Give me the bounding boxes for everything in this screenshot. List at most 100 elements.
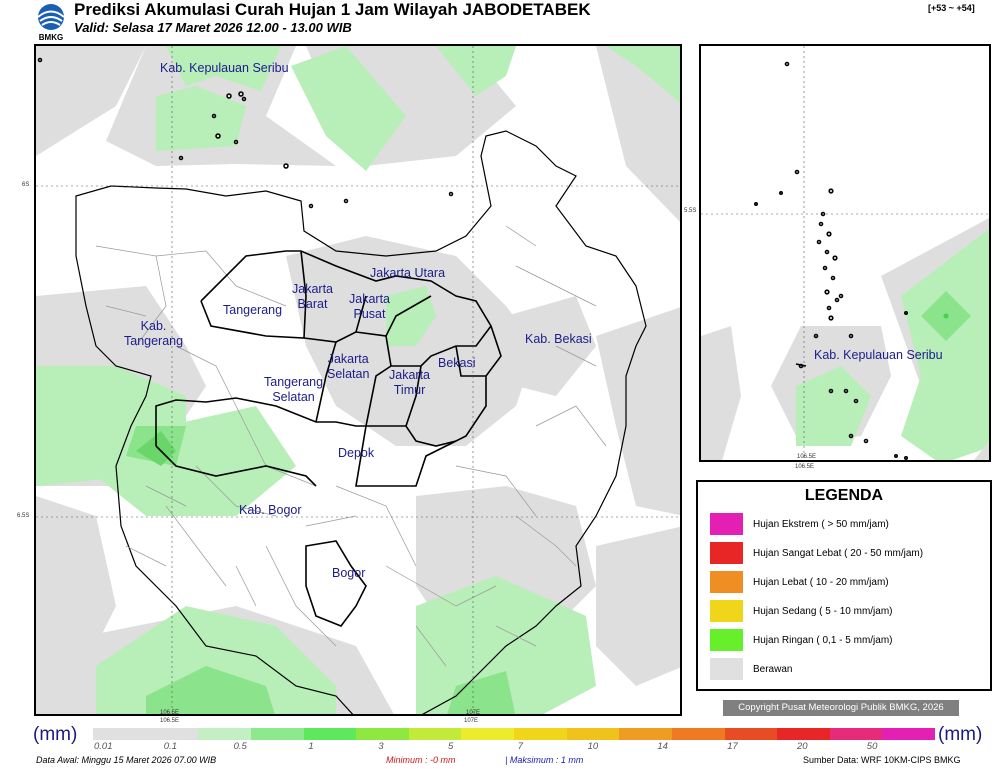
- rain-area: [136, 431, 176, 466]
- legend-swatch: [710, 658, 743, 680]
- lat-label-outer: 6.5S: [17, 513, 30, 519]
- scale-color-step: [514, 728, 567, 740]
- scale-tick-label: 7: [517, 741, 524, 752]
- scale-color-step: [303, 728, 357, 740]
- legend-label: Hujan Ringan ( 0,1 - 5 mm/jam): [753, 634, 893, 646]
- scale-color-step: [724, 728, 778, 740]
- inset-canvas: [701, 46, 989, 460]
- label-kab-bogor: Kab. Bogor: [239, 503, 302, 517]
- legend-item-sangat-lebat: Hujan Sangat Lebat ( 20 - 50 mm/jam): [710, 542, 923, 564]
- scale-color-step: [145, 728, 199, 740]
- scale-color-step: [619, 728, 672, 740]
- bogor-city-border: [305, 540, 367, 627]
- light-rain-area: [436, 46, 516, 96]
- label-tangerang: Tangerang: [223, 303, 283, 317]
- data-awal: Data Awal: Minggu 15 Maret 2026 07.00 WI…: [36, 755, 217, 765]
- label-kab-bekasi: Kab. Bekasi: [525, 332, 592, 346]
- legend-swatch: [710, 571, 743, 593]
- scale-tick-label: 17: [727, 741, 738, 752]
- lon-label: 107E: [466, 710, 481, 716]
- legend-label: Hujan Lebat ( 10 - 20 mm/jam): [753, 576, 889, 588]
- light-rain-area: [901, 229, 989, 460]
- copyright: Copyright Pusat Meteorologi Publik BMKG,…: [723, 700, 959, 716]
- light-rain-area: [156, 86, 246, 151]
- scale-tick-label: 3: [378, 741, 384, 752]
- scale-color-step: [777, 728, 830, 740]
- valid-time: Valid: Selasa 17 Maret 2026 12.00 - 13.0…: [74, 20, 352, 35]
- cloud-area: [596, 307, 680, 516]
- label-jakarta-pusat: Jakarta Pusat: [349, 292, 390, 321]
- minimum-value: Minimum : -0 mm: [386, 755, 456, 765]
- light-rain-area: [166, 46, 281, 91]
- scale-color-step: [461, 728, 514, 740]
- legend-label: Hujan Sedang ( 5 - 10 mm/jam): [753, 605, 893, 617]
- light-rain-area: [796, 366, 871, 446]
- cloud-area: [596, 46, 680, 222]
- kab-border: [155, 445, 317, 487]
- islands: [37, 57, 454, 209]
- inset-lat-label-outer: 5.5S: [684, 208, 697, 214]
- coastline: [75, 130, 647, 714]
- rain-area: [447, 671, 516, 714]
- lon-label-outer: 106.5E: [160, 718, 180, 724]
- city-borders: [200, 250, 492, 487]
- label-bogor: Bogor: [332, 566, 366, 580]
- legend-swatch: [710, 513, 743, 535]
- scale-tick-label: 0.5: [233, 741, 247, 752]
- scale-tick-label: 14: [657, 741, 668, 752]
- main-map: Kab. Kepulauan Seribu Jakarta Utara Jaka…: [34, 44, 682, 716]
- legend-label: Hujan Ekstrem ( > 50 mm/jam): [753, 518, 889, 530]
- scale-tick-label: 5: [448, 741, 454, 752]
- svg-text:BMKG: BMKG: [39, 33, 63, 42]
- scale-color-step: [882, 728, 935, 740]
- scale-tick-label: 1: [308, 741, 314, 752]
- scale-tick-label: 50: [866, 741, 878, 752]
- scale-color-step: [250, 728, 304, 740]
- bmkg-logo: BMKG: [37, 4, 65, 42]
- legend-item-sedang: Hujan Sedang ( 5 - 10 mm/jam): [710, 600, 893, 622]
- label-kab-tangerang: Kab. Tangerang: [124, 319, 184, 348]
- inset-lon-label-outer: 106.5E: [795, 464, 815, 470]
- cloud-area: [701, 326, 741, 460]
- cloud-area: [506, 296, 596, 396]
- label-bekasi: Bekasi: [438, 356, 476, 370]
- scale-color-step: [198, 728, 251, 740]
- scale-color-step: [408, 728, 462, 740]
- scale-color-step: [671, 728, 725, 740]
- label-depok: Depok: [338, 446, 375, 460]
- label-jakarta-utara: Jakarta Utara: [370, 266, 446, 280]
- legend-swatch: [710, 629, 743, 651]
- scale-unit-left: (mm): [33, 724, 78, 745]
- scale-tick-label: 0.01: [94, 741, 113, 752]
- scale-color-step: [356, 728, 409, 740]
- inset-map: Kab. Kepulauan Seribu 5.5S 106.5E: [699, 44, 991, 462]
- label-jakarta-barat: Jakarta Barat: [292, 282, 333, 311]
- color-scale: [93, 728, 935, 740]
- legend: LEGENDA Hujan Ekstrem ( > 50 mm/jam) Huj…: [696, 480, 992, 691]
- label-kab-kepulauan-seribu: Kab. Kepulauan Seribu: [160, 61, 289, 75]
- legend-swatch: [710, 600, 743, 622]
- scale-unit-right: (mm): [938, 724, 983, 745]
- scale-color-step: [93, 728, 146, 740]
- legend-label: Berawan: [753, 663, 793, 675]
- lon-label: 106.5E: [797, 454, 817, 460]
- legend-item-lebat: Hujan Lebat ( 10 - 20 mm/jam): [710, 571, 889, 593]
- scale-color-step: [829, 728, 883, 740]
- page-title: Prediksi Akumulasi Curah Hujan 1 Jam Wil…: [74, 0, 591, 19]
- rain-area: [146, 666, 275, 714]
- jabodetabek-border: [155, 250, 502, 447]
- cloud-area: [596, 526, 680, 686]
- light-rain-area: [291, 46, 406, 171]
- scale-tick-label: 10: [587, 741, 599, 752]
- lat-label: 6S: [34, 182, 35, 188]
- forecast-hour-range: [+53 ~ +54]: [928, 3, 975, 13]
- legend-swatch: [710, 542, 743, 564]
- data-source: Sumber Data: WRF 10KM-CIPS BMKG: [803, 755, 961, 765]
- light-rain-area: [606, 46, 680, 103]
- label-jakarta-timur: Jakarta Timur: [389, 368, 430, 397]
- label-tangerang-selatan: Tangerang Selatan: [264, 375, 324, 404]
- scale-tick-label: 20: [797, 741, 808, 752]
- inset-label-kab-kepulauan-seribu: Kab. Kepulauan Seribu: [814, 348, 943, 362]
- map-canvas: [36, 46, 680, 714]
- scale-tick-label: 0.1: [163, 741, 178, 752]
